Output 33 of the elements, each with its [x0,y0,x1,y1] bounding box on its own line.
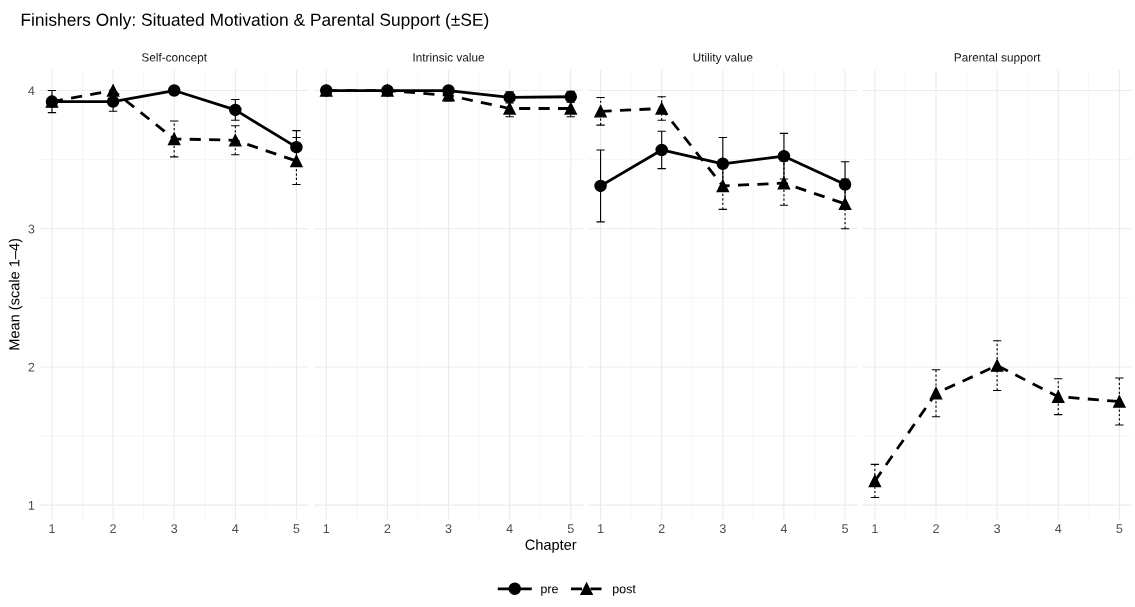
x-tick-label: 3 [445,524,452,534]
x-tick-label: 3 [171,524,178,534]
x-tick-label: 4 [780,524,788,533]
chart-subtitle: Parental support [954,52,1041,64]
legend-label: post [613,585,636,596]
x-tick-label: 5 [1116,524,1123,534]
y-tick-label: 1 [28,501,35,510]
y-tick-label: 3 [28,224,35,234]
y-tick-label: 4 [28,86,35,96]
x-tick-label: 4 [506,524,513,533]
x-tick-label: 5 [842,524,849,534]
x-tick-label: 2 [110,524,116,533]
x-tick-label: 2 [384,524,391,533]
x-tick-label: 1 [598,524,604,533]
x-tick-label: 1 [49,524,55,533]
legend-label: pre [541,586,558,596]
chart-title: Finishers Only: Situated Motivation & Parental Support (±SE) [21,13,489,30]
chart-subtitle: Intrinsic value [413,52,485,62]
x-tick-label: 3 [994,524,1001,534]
x-axis-title: Chapter [525,539,577,553]
x-tick-label: 2 [933,524,939,533]
x-tick-label: 5 [567,524,574,534]
x-tick-label: 1 [323,524,330,533]
chart-subtitle: Utility value [693,52,753,64]
x-tick-label: 4 [232,524,239,533]
y-axis-title: Mean (scale 1–4) [8,238,23,350]
y-tick-label: 2 [28,362,35,372]
chart-subtitle: Self-concept [141,52,207,64]
x-tick-label: 1 [872,524,878,533]
x-tick-label: 3 [719,524,726,534]
x-tick-label: 4 [1055,524,1062,533]
x-tick-label: 2 [658,524,665,533]
x-tick-label: 5 [293,524,300,534]
